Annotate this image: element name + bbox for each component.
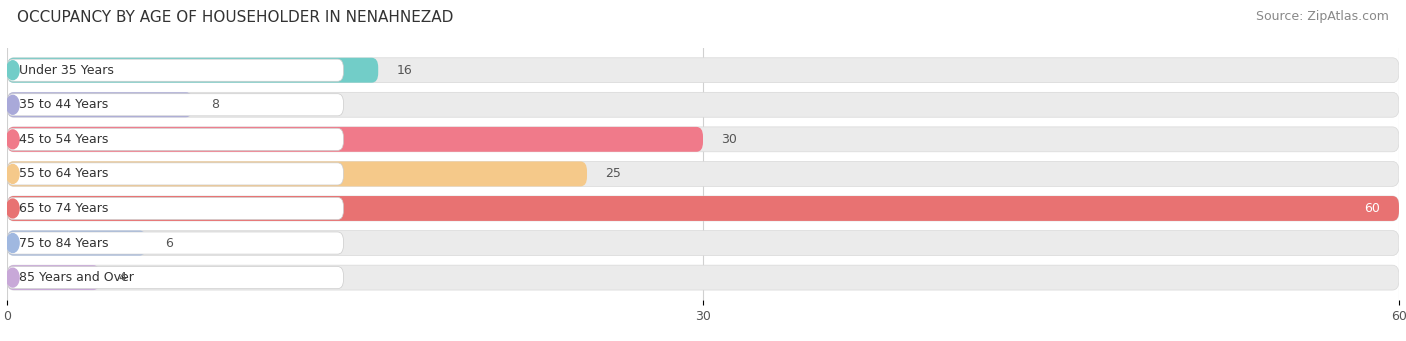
FancyBboxPatch shape: [7, 265, 1399, 290]
Circle shape: [7, 234, 20, 252]
FancyBboxPatch shape: [7, 197, 343, 220]
Circle shape: [7, 95, 20, 114]
FancyBboxPatch shape: [7, 128, 343, 150]
FancyBboxPatch shape: [7, 162, 588, 186]
Circle shape: [7, 268, 20, 287]
FancyBboxPatch shape: [7, 92, 1399, 117]
Text: OCCUPANCY BY AGE OF HOUSEHOLDER IN NENAHNEZAD: OCCUPANCY BY AGE OF HOUSEHOLDER IN NENAH…: [17, 10, 453, 25]
Circle shape: [7, 130, 20, 149]
FancyBboxPatch shape: [7, 196, 1399, 221]
FancyBboxPatch shape: [7, 267, 343, 289]
Text: Source: ZipAtlas.com: Source: ZipAtlas.com: [1256, 10, 1389, 23]
Text: 16: 16: [396, 64, 412, 77]
Text: Under 35 Years: Under 35 Years: [20, 64, 114, 77]
Text: 60: 60: [1365, 202, 1381, 215]
Text: 85 Years and Over: 85 Years and Over: [20, 271, 134, 284]
FancyBboxPatch shape: [7, 232, 343, 254]
FancyBboxPatch shape: [7, 59, 343, 81]
FancyBboxPatch shape: [7, 163, 343, 185]
FancyBboxPatch shape: [7, 92, 193, 117]
Text: 8: 8: [211, 98, 219, 111]
FancyBboxPatch shape: [7, 196, 1399, 221]
Circle shape: [7, 164, 20, 183]
FancyBboxPatch shape: [7, 231, 1399, 255]
Text: 25: 25: [606, 167, 621, 180]
FancyBboxPatch shape: [7, 58, 378, 83]
FancyBboxPatch shape: [7, 94, 343, 116]
FancyBboxPatch shape: [7, 127, 703, 152]
Circle shape: [7, 199, 20, 218]
Text: 6: 6: [165, 237, 173, 250]
FancyBboxPatch shape: [7, 162, 1399, 186]
Text: 4: 4: [118, 271, 127, 284]
Text: 55 to 64 Years: 55 to 64 Years: [20, 167, 108, 180]
FancyBboxPatch shape: [7, 58, 1399, 83]
Text: 45 to 54 Years: 45 to 54 Years: [20, 133, 108, 146]
Text: 30: 30: [721, 133, 737, 146]
FancyBboxPatch shape: [7, 231, 146, 255]
Text: 75 to 84 Years: 75 to 84 Years: [20, 237, 108, 250]
Text: 65 to 74 Years: 65 to 74 Years: [20, 202, 108, 215]
FancyBboxPatch shape: [7, 127, 1399, 152]
FancyBboxPatch shape: [7, 265, 100, 290]
Text: 35 to 44 Years: 35 to 44 Years: [20, 98, 108, 111]
Circle shape: [7, 61, 20, 80]
